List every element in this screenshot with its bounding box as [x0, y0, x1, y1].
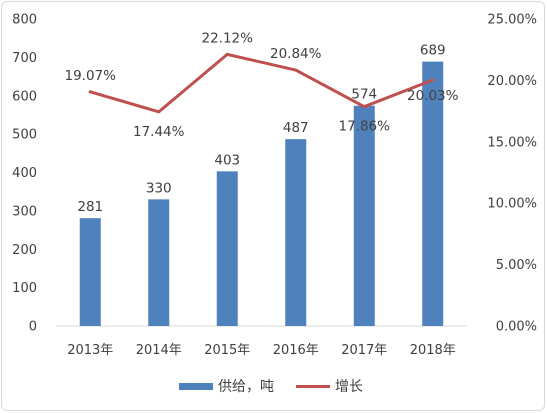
left-tick-label: 600 — [12, 89, 37, 104]
growth-line — [88, 52, 435, 114]
right-tick-label: 10.00% — [487, 197, 537, 212]
right-tick-label: 15.00% — [487, 135, 537, 150]
line-series — [88, 52, 435, 114]
line-value-label: 17.86% — [339, 119, 391, 135]
legend: 供给，吨 增长 — [179, 379, 363, 395]
left-tick-label: 0 — [29, 320, 37, 335]
bar — [79, 218, 101, 326]
bar — [353, 105, 375, 326]
category-label: 2017年 — [341, 343, 387, 358]
bar-series — [79, 61, 444, 326]
bar — [422, 61, 444, 326]
line-point — [157, 110, 161, 114]
category-label: 2018年 — [410, 343, 456, 358]
line-data-labels: 19.07% 17.44% 22.12% 20.84% 17.86% 20.03% — [65, 30, 459, 139]
category-labels: 2013年 2014年 2015年 2016年 2017年 2018年 — [67, 343, 456, 358]
bar-data-labels: 281 330 403 487 574 689 — [77, 43, 445, 216]
category-label: 2016年 — [273, 343, 319, 358]
line-value-label: 19.07% — [65, 68, 117, 84]
line-point — [431, 78, 435, 82]
line-point — [362, 105, 366, 109]
bar — [285, 139, 307, 326]
left-tick-label: 400 — [12, 166, 37, 181]
bar-value-label: 330 — [146, 180, 172, 196]
left-axis-ticks: 0 100 200 300 400 500 600 700 800 — [12, 13, 37, 335]
bar-value-label: 574 — [351, 87, 377, 103]
line-value-label: 17.44% — [133, 124, 185, 140]
left-tick-label: 800 — [12, 13, 37, 28]
line-value-label: 20.84% — [270, 46, 322, 62]
right-tick-label: 5.00% — [496, 258, 537, 273]
left-tick-label: 700 — [12, 51, 37, 66]
category-label: 2015年 — [204, 343, 250, 358]
right-axis-ticks: 0.00% 5.00% 10.00% 15.00% 20.00% 25.00% — [487, 13, 537, 335]
right-tick-label: 20.00% — [487, 74, 537, 89]
left-tick-label: 200 — [12, 243, 37, 258]
category-label: 2014年 — [136, 343, 182, 358]
bar — [148, 199, 170, 326]
legend-bar-swatch — [179, 383, 213, 390]
left-tick-label: 300 — [12, 204, 37, 219]
category-label: 2013年 — [67, 343, 113, 358]
line-point — [294, 68, 298, 72]
legend-bar-label: 供给，吨 — [218, 379, 274, 395]
bar-value-label: 487 — [283, 120, 309, 136]
bar — [216, 171, 238, 326]
left-tick-label: 100 — [12, 281, 37, 296]
bar-value-label: 689 — [420, 43, 446, 59]
line-value-label: 20.03% — [407, 88, 459, 104]
line-value-label: 22.12% — [202, 30, 254, 46]
legend-line-label: 增长 — [335, 379, 363, 395]
right-tick-label: 25.00% — [487, 13, 537, 28]
line-point — [225, 52, 229, 56]
bar-value-label: 403 — [214, 152, 240, 168]
right-tick-label: 0.00% — [496, 320, 537, 335]
bar-value-label: 281 — [77, 199, 103, 215]
left-tick-label: 500 — [12, 128, 37, 143]
line-point — [88, 90, 92, 94]
